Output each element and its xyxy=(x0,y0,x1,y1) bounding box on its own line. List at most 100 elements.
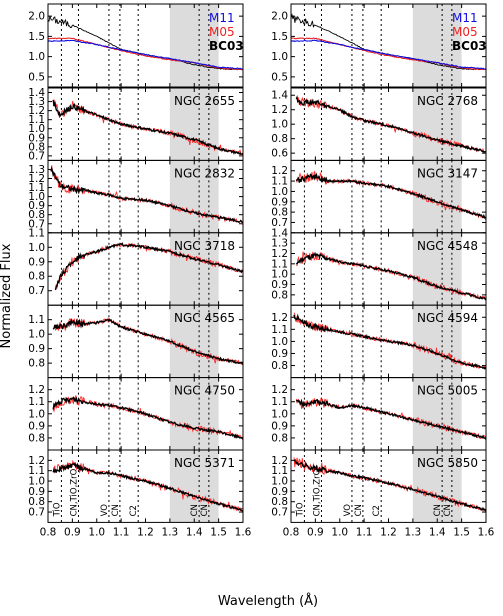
panel-galaxy-3: 0.70.80.91.01.11.2 NGC 3147 xyxy=(271,159,487,234)
y-tick-label: 0.8 xyxy=(28,358,45,370)
x-tick-label: 1.1 xyxy=(113,526,130,538)
panel-galaxy-9: 0.80.91.01.11.2 NGC 5005 xyxy=(271,377,487,451)
panel-galaxy-4: 0.7 0.8 0.9 1.0 1.1 NGC 3718 xyxy=(28,227,244,306)
x-tick-label: 1.4 xyxy=(186,526,203,538)
feature-label: C2 xyxy=(129,505,139,516)
y-tick-label: 0.8 xyxy=(28,141,45,153)
y-tick-label: 0.9 xyxy=(271,348,288,360)
galaxy-label: NGC 2832 xyxy=(174,166,235,180)
x-tick-label: 0.8 xyxy=(40,526,57,538)
shaded-region xyxy=(169,160,219,233)
y-tick-label: 1.2 xyxy=(28,105,45,117)
x-tick-label: 0.8 xyxy=(283,526,300,538)
shaded-region xyxy=(169,305,219,378)
y-tick-label: 1.0 xyxy=(28,329,45,341)
shaded-region xyxy=(412,232,462,306)
galaxy-label: NGC 2655 xyxy=(174,94,235,108)
y-tick-label: 1.0 xyxy=(28,476,45,488)
y-tick-label: 0.8 xyxy=(271,207,288,219)
y-tick-label: 1.1 xyxy=(271,258,288,270)
galaxy-label: NGC 4548 xyxy=(417,239,478,253)
panel-frame xyxy=(290,449,487,523)
y-tick-label: 1.2 xyxy=(28,384,45,396)
panel-frame xyxy=(47,449,244,523)
shaded-region xyxy=(412,88,462,161)
model-spectrum xyxy=(54,242,244,290)
y-tick-label: 1.2 xyxy=(271,455,288,467)
y-tick-label: 1.2 xyxy=(271,165,288,177)
shaded-region xyxy=(412,450,462,523)
y-tick-label: 0.7 xyxy=(271,507,288,519)
y-tick-label: 0.9 xyxy=(28,420,45,432)
panel-galaxy-2: 0.70.80.91.01.11.21.3 NGC 2832 xyxy=(28,159,244,234)
shaded-region xyxy=(169,88,219,161)
feature-label: CN,TiO,ZrO xyxy=(312,468,322,516)
y-tick-label: 0.8 xyxy=(28,271,45,283)
x-tick-label: 1.3 xyxy=(405,526,422,538)
y-tick-label: 1.3 xyxy=(271,238,288,250)
panel-galaxy-0: 0.70.80.91.01.11.21.31.4 NGC 2655 xyxy=(28,87,244,162)
y-tick-label: 0.7 xyxy=(28,150,45,162)
x-tick-label: 0.9 xyxy=(307,526,324,538)
y-tick-label: 0.8 xyxy=(28,496,45,508)
galaxy-label: NGC 4565 xyxy=(174,311,235,325)
y-tick-label: 0.9 xyxy=(271,420,288,432)
y-tick-label: 0.7 xyxy=(28,218,45,230)
y-tick-label: 1.2 xyxy=(271,384,288,396)
model-spectrum xyxy=(52,461,244,512)
shaded-region xyxy=(412,377,462,450)
y-tick-label: 0.9 xyxy=(28,132,45,144)
y-tick-label: 1.2 xyxy=(271,312,288,324)
y-tick-label: 2.0 xyxy=(271,11,288,23)
y-tick-label: 0.9 xyxy=(28,343,45,355)
y-tick-label: 0.8 xyxy=(271,496,288,508)
panel-galaxy-6: 0.8 0.9 1.0 1.1 NGC 4565 xyxy=(28,304,244,379)
feature-label: CN xyxy=(111,504,121,516)
y-tick-label: 1.0 xyxy=(28,191,45,203)
feature-label: CN xyxy=(200,504,210,516)
y-tick-label: 1.0 xyxy=(271,186,288,198)
model-spectrum xyxy=(293,459,487,512)
model-spectrum xyxy=(295,94,487,153)
shaded-region xyxy=(169,4,219,87)
y-tick-label: 0.8 xyxy=(271,133,288,145)
panel-galaxy-10: 0.70.80.91.01.11.20.8 0.9 1.0 1.1 1.2 1.3 1.4 1… xyxy=(28,449,252,538)
galaxy-label: NGC 4594 xyxy=(417,311,478,325)
model-spectrum xyxy=(52,99,244,156)
legend-m05: M05 xyxy=(209,25,235,39)
shaded-region xyxy=(169,232,219,306)
x-axis-label: Wavelength (Å) xyxy=(218,593,318,609)
feature-label: TiO xyxy=(295,502,305,517)
feature-label: VO xyxy=(343,504,353,517)
y-tick-label: 0.7 xyxy=(28,507,45,519)
panel-galaxy-1: 0.6 0.8 1.0 1.2 1.4 NGC 2768 xyxy=(271,87,487,161)
y-tick-label: 0.6 xyxy=(271,148,288,160)
x-tick-label: 1.0 xyxy=(331,526,348,538)
y-tick-label: 1.4 xyxy=(271,90,288,102)
y-tick-label: 1.1 xyxy=(28,182,45,194)
y-tick-label: 0.9 xyxy=(28,486,45,498)
y-tick-label: 1.2 xyxy=(28,173,45,185)
y-tick-label: 0.9 xyxy=(271,279,288,291)
feature-label: C2 xyxy=(372,505,382,516)
galaxy-label: NGC 5850 xyxy=(417,456,478,470)
y-tick-label: 1.0 xyxy=(28,123,45,135)
y-tick-label: 1.3 xyxy=(28,96,45,108)
x-tick-label: 1.0 xyxy=(88,526,105,538)
y-tick-label: 0.8 xyxy=(28,432,45,444)
y-tick-label: 1.2 xyxy=(271,248,288,260)
y-tick-label: 1.1 xyxy=(28,227,45,239)
x-tick-label: 1.4 xyxy=(429,526,446,538)
y-tick-label: 0.8 xyxy=(271,289,288,301)
galaxy-label: NGC 4750 xyxy=(174,384,235,398)
panel-galaxy-8: 0.80.91.01.11.2 NGC 4750 xyxy=(28,377,244,451)
galaxy-label: NGC 5005 xyxy=(417,384,478,398)
y-tick-label: 1.1 xyxy=(271,465,288,477)
model-spectrum xyxy=(50,166,243,224)
x-tick-label: 1.2 xyxy=(380,526,397,538)
y-tick-label: 2.0 xyxy=(28,11,45,23)
